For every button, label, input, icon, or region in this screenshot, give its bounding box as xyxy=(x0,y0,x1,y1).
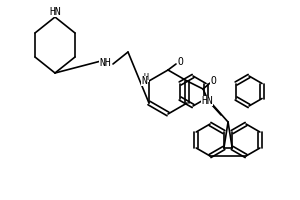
Text: HN: HN xyxy=(49,7,61,17)
Text: HN: HN xyxy=(201,96,213,106)
Text: O: O xyxy=(210,76,216,86)
Text: O: O xyxy=(177,57,183,67)
Text: N: N xyxy=(141,76,147,86)
Text: H: H xyxy=(143,72,148,82)
Text: NH: NH xyxy=(99,58,111,68)
